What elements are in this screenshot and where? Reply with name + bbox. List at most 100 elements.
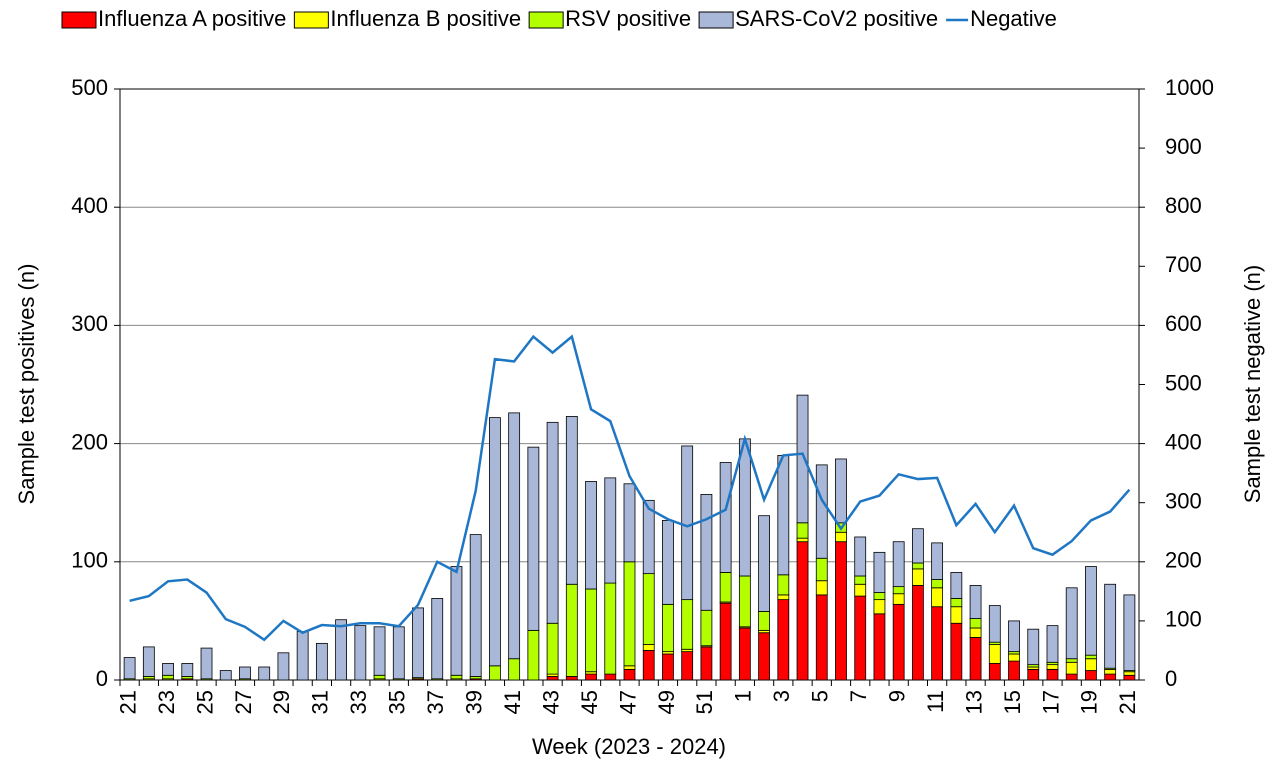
bar-segment xyxy=(162,663,174,676)
y2-tick-label: 700 xyxy=(1165,252,1202,277)
bar-segment xyxy=(835,541,847,681)
bar-segment xyxy=(623,483,636,563)
bar-segment xyxy=(258,666,271,681)
bar-segment xyxy=(681,445,694,601)
x-tick-label: 41 xyxy=(500,690,525,714)
x-tick-label: 21 xyxy=(1115,690,1140,714)
x-tick-label: 33 xyxy=(346,690,371,714)
bar-segment xyxy=(950,572,963,599)
bar-segment xyxy=(335,619,348,681)
bar-segment xyxy=(142,646,155,677)
bar-segment xyxy=(642,499,655,575)
bar-segment xyxy=(815,464,828,559)
legend-swatch xyxy=(698,11,734,29)
bar-segment xyxy=(777,574,790,596)
legend-swatch xyxy=(528,11,564,29)
y2-tick-label: 300 xyxy=(1165,489,1202,514)
bar-segment xyxy=(1065,661,1078,675)
bar-segment xyxy=(431,598,444,680)
bar-segment xyxy=(873,599,886,615)
y-tick-label: 100 xyxy=(71,548,108,573)
legend-swatch xyxy=(293,11,329,29)
bar-segment xyxy=(911,562,924,570)
bar-segment xyxy=(815,594,828,681)
bar-segment xyxy=(700,646,713,681)
bar-segment xyxy=(892,541,905,588)
bar-segment xyxy=(719,462,732,573)
bar-segment xyxy=(508,658,521,681)
bar-segment xyxy=(642,650,655,681)
bar-segment xyxy=(738,575,751,628)
x-tick-label: 31 xyxy=(308,690,333,714)
bar-segment xyxy=(854,595,867,681)
x-tick-label: 37 xyxy=(423,690,448,714)
bar-segment xyxy=(546,421,559,624)
bar-segment xyxy=(931,587,944,608)
legend-label: Influenza B positive xyxy=(330,6,521,31)
bar-segment xyxy=(1104,673,1117,681)
x-tick-label: 47 xyxy=(615,690,640,714)
bar-segment xyxy=(392,626,405,680)
bar-segment xyxy=(1046,664,1059,670)
bar-segment xyxy=(854,536,867,577)
bar-segment xyxy=(854,583,867,597)
bar-segment xyxy=(892,593,905,605)
bar-segment xyxy=(662,603,674,653)
bar-segment xyxy=(1085,654,1097,660)
bar-segment xyxy=(796,537,809,543)
legend-label: RSV positive xyxy=(565,6,691,31)
bar-segment xyxy=(1008,660,1020,681)
bar-segment xyxy=(988,605,1001,643)
x-tick-label: 9 xyxy=(884,690,909,702)
bar-segment xyxy=(527,446,540,631)
bar-segment xyxy=(662,653,674,681)
bar-segment xyxy=(1046,668,1059,681)
bar-segment xyxy=(123,657,136,680)
bar-segment xyxy=(1085,670,1097,681)
y2-tick-label: 100 xyxy=(1165,607,1202,632)
y-tick-label: 200 xyxy=(71,429,108,454)
bar-segment xyxy=(1123,671,1136,676)
bar-segment xyxy=(642,573,655,645)
bar-segment xyxy=(450,566,463,676)
x-tick-label: 43 xyxy=(538,690,563,714)
bar-segment xyxy=(950,622,963,681)
x-tick-label: 29 xyxy=(269,690,294,714)
bar-segment xyxy=(1065,658,1078,663)
bar-segment xyxy=(1008,653,1020,662)
bar-segment xyxy=(931,542,944,580)
bar-segment xyxy=(1008,620,1020,653)
x-tick-label: 35 xyxy=(385,690,410,714)
bar-segment xyxy=(469,534,482,677)
bar-segment xyxy=(1046,625,1059,663)
bar-segment xyxy=(758,632,770,681)
bar-segment xyxy=(835,458,847,524)
bar-segment xyxy=(354,625,367,681)
legend-swatch xyxy=(61,11,97,29)
bar-segment xyxy=(565,676,578,681)
bar-segment xyxy=(911,585,924,681)
bar-segment xyxy=(1104,668,1117,675)
bar-segment xyxy=(700,494,713,611)
line xyxy=(129,334,1131,642)
y2-tick-label: 800 xyxy=(1165,193,1202,218)
bar-segment xyxy=(969,585,982,619)
bar-segment xyxy=(200,647,213,680)
bar-segment xyxy=(277,652,290,681)
x-tick-label: 49 xyxy=(654,690,679,714)
bar-segment xyxy=(508,412,521,660)
bar-segment xyxy=(315,642,328,681)
x-tick-label: 17 xyxy=(1038,690,1063,714)
y2-tick-label: 200 xyxy=(1165,548,1202,573)
bar-segment xyxy=(988,644,1001,664)
bar-segment xyxy=(931,606,944,681)
y2-tick-label: 400 xyxy=(1165,429,1202,454)
bar-segment xyxy=(527,629,540,681)
bar-segment xyxy=(585,673,597,681)
bar-segment xyxy=(719,602,732,681)
bar-segment xyxy=(373,626,386,676)
y2-tick-label: 1000 xyxy=(1165,75,1214,100)
x-tick-label: 13 xyxy=(961,690,986,714)
x-tick-label: 27 xyxy=(231,690,256,714)
